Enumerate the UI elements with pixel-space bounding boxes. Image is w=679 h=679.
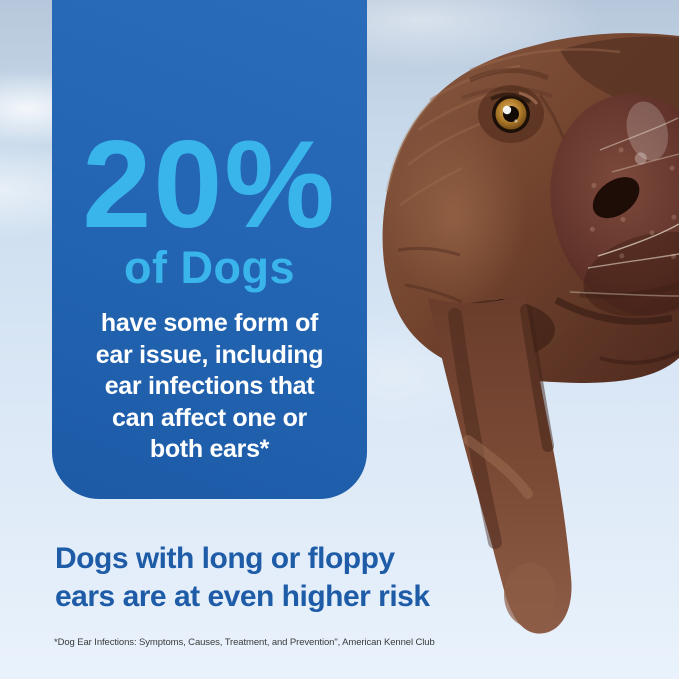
stat-value: 20% [82, 116, 337, 254]
footnote-citation: *Dog Ear Infections: Symptoms, Causes, T… [54, 637, 435, 648]
dog-whiskers-icon [569, 117, 679, 297]
headline: Dogs with long or floppy ears are at eve… [55, 542, 430, 613]
dog-ear-folded-icon [560, 36, 679, 115]
dog-nose-icon [550, 94, 679, 317]
dog-ear-floppy-icon [428, 292, 572, 634]
dog-eye-upper-icon [478, 85, 544, 143]
stat-description: have some form of ear issue, including e… [95, 309, 324, 463]
stat-card: 20% of Dogs have some form of ear issue,… [52, 0, 367, 499]
stat-label: of Dogs [124, 242, 295, 293]
